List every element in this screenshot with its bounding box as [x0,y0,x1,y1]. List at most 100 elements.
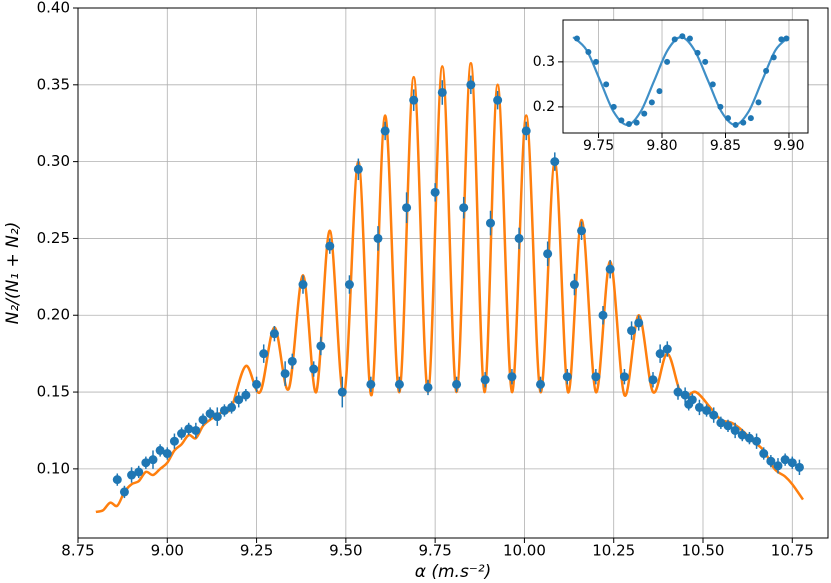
data-point [680,390,690,400]
data-point [747,115,754,122]
data-point [337,387,347,397]
y-tick-label: 0.15 [37,383,70,401]
data-point [709,410,719,420]
data-point [686,35,693,42]
data-point [198,415,208,425]
x-tick-label: 9.75 [418,542,451,560]
data-point [730,425,740,435]
y-tick-label: 0.35 [37,75,70,93]
data-point [763,67,770,74]
data-point [316,341,326,351]
data-point [119,487,129,497]
data-point [780,455,790,465]
y-tick-label: 0.3 [533,54,555,70]
x-axis-label: α (m.s⁻²) [415,562,491,582]
data-point [514,233,524,243]
data-point [191,425,201,435]
data-point [155,445,165,455]
data-point [269,329,279,339]
data-point [280,369,290,379]
data-point [610,103,617,110]
x-tick-label: 10.00 [503,542,546,560]
data-point [366,379,376,389]
x-tick-label: 9.00 [151,542,184,560]
x-tick-label: 9.80 [646,138,677,154]
data-point [112,475,122,485]
data-point [127,470,137,480]
data-point [627,326,637,336]
y-axis-label: N₂/(N₁ + N₂) [3,222,23,325]
data-point [577,226,587,236]
data-point [169,436,179,446]
data-point [423,382,433,392]
data-point [493,95,503,105]
y-tick-label: 0.30 [37,152,70,170]
x-tick-label: 8.75 [61,542,94,560]
x-tick-label: 9.90 [773,138,804,154]
data-point [394,379,404,389]
x-tick-label: 9.75 [583,138,614,154]
data-point [717,103,724,110]
data-point [694,49,701,56]
data-point [344,280,354,290]
axes-frame [77,7,829,539]
data-point [634,318,644,328]
data-point [673,387,683,397]
data-point [662,344,672,354]
data-point [648,375,658,385]
x-tick-label: 10.50 [682,542,725,560]
data-point [543,249,553,259]
data-point [656,88,663,95]
data-point [783,35,790,42]
x-tick-label: 10.75 [771,542,814,560]
data-point [626,120,633,127]
data-point [694,402,704,412]
data-point [241,390,251,400]
data-point [148,455,158,465]
plot-area [563,20,808,133]
data-point [716,418,726,428]
data-point [766,456,776,466]
data-point [507,372,517,382]
data-point [252,379,262,389]
data-point [655,349,665,359]
data-point [737,430,747,440]
data-point [725,115,732,122]
x-tick-label: 9.25 [240,542,273,560]
data-point [671,36,678,43]
data-point [702,58,709,65]
data-point [353,164,363,174]
data-point [641,110,648,117]
axes-frame [562,19,809,134]
data-point [536,379,545,389]
data-point [325,241,335,251]
y-tick-label: 0.40 [37,0,70,17]
data-point [603,81,610,88]
data-point [770,54,777,61]
data-point [459,203,469,213]
data-point [550,157,560,167]
data-point [486,218,495,228]
data-point [794,462,804,472]
data-point [219,405,229,415]
data-point [141,458,151,468]
y-tick-label: 0.10 [37,459,70,477]
data-point [778,36,785,43]
data-point [633,119,640,126]
data-point [259,349,269,359]
y-tick-label: 0.25 [37,229,70,247]
data-point [787,458,797,468]
data-point [287,356,297,366]
data-point [437,87,447,97]
data-point [598,310,608,320]
data-point [562,372,572,382]
data-point [684,399,694,409]
data-point [521,126,531,136]
data-point [184,424,194,434]
data-layer [95,62,805,514]
data-point [452,379,462,389]
data-point [593,58,600,65]
data-point [755,99,762,106]
data-point [309,364,319,374]
fit-line [95,62,805,514]
